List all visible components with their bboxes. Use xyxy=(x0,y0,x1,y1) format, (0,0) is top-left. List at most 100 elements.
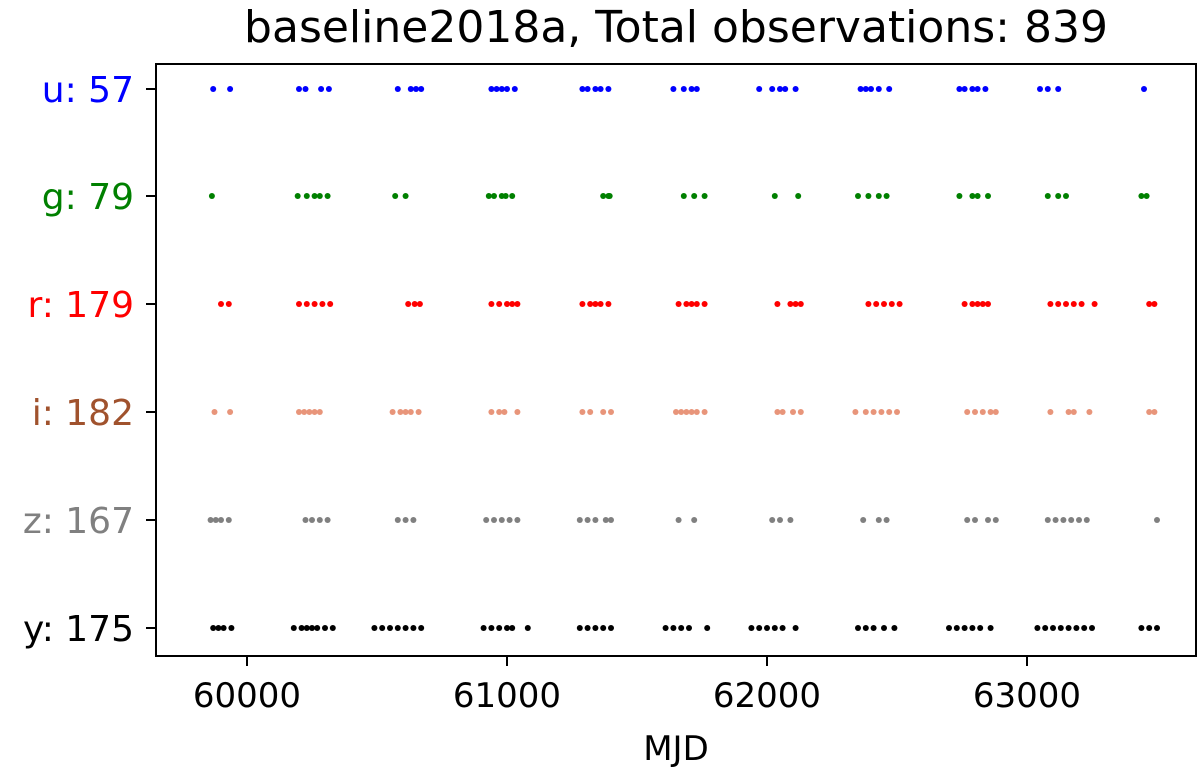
x-axis-label: MJD xyxy=(643,729,709,769)
observation-point xyxy=(418,625,425,631)
observation-point xyxy=(865,193,872,199)
observation-point xyxy=(769,86,776,92)
observation-point xyxy=(509,193,516,199)
observation-point xyxy=(514,517,521,523)
observation-point xyxy=(579,409,586,415)
observation-point xyxy=(303,301,310,307)
observation-point xyxy=(691,517,698,523)
observation-point xyxy=(974,193,981,199)
observation-point xyxy=(748,625,755,631)
observation-point xyxy=(309,517,315,523)
observation-point xyxy=(1055,193,1062,199)
observation-point xyxy=(1154,625,1160,631)
observation-point xyxy=(316,193,323,199)
observation-point xyxy=(675,301,682,307)
observation-point xyxy=(870,409,877,415)
observation-point xyxy=(961,86,968,92)
observation-point xyxy=(787,301,794,307)
observation-point xyxy=(1146,625,1153,631)
observation-point xyxy=(686,625,692,631)
y-tick-label: i: 182 xyxy=(32,393,134,434)
observation-point xyxy=(584,86,591,92)
observation-point xyxy=(394,517,401,523)
plot-frame xyxy=(155,63,1197,657)
observation-point xyxy=(407,409,414,415)
observation-point xyxy=(855,193,861,199)
observation-point xyxy=(597,86,604,92)
observation-point xyxy=(302,86,309,92)
observation-point xyxy=(870,625,877,631)
observation-point xyxy=(410,517,417,523)
observation-point xyxy=(1138,193,1145,199)
observation-point xyxy=(504,301,510,307)
observation-point xyxy=(311,409,318,415)
observation-point xyxy=(1151,301,1158,307)
observation-point xyxy=(210,86,217,92)
observation-point xyxy=(485,193,492,199)
observation-point xyxy=(946,625,952,631)
observation-point xyxy=(769,517,776,523)
observation-point xyxy=(303,625,310,631)
observation-point xyxy=(488,625,495,631)
observation-point xyxy=(691,193,698,199)
observation-point xyxy=(227,86,234,92)
observation-point xyxy=(873,301,880,307)
observation-point xyxy=(1042,625,1049,631)
observation-point xyxy=(875,517,882,523)
observation-point xyxy=(1091,301,1098,307)
observation-point xyxy=(602,517,609,523)
observation-point xyxy=(1047,301,1054,307)
observation-point xyxy=(218,301,224,307)
observation-point xyxy=(764,625,770,631)
observation-point xyxy=(509,301,516,307)
observation-point xyxy=(680,86,687,92)
observation-point xyxy=(410,625,417,631)
observation-point xyxy=(855,625,861,631)
observation-point xyxy=(969,301,976,307)
observation-point xyxy=(693,409,700,415)
observation-point xyxy=(881,301,887,307)
observation-point xyxy=(688,86,695,92)
observation-point xyxy=(992,409,999,415)
observation-point xyxy=(1073,625,1080,631)
series-row xyxy=(208,193,1150,199)
observation-point xyxy=(1060,517,1067,523)
observation-point xyxy=(977,625,984,631)
x-axis: 60000 61000 62000 63000 xyxy=(193,656,1081,716)
x-tick-label: 62000 xyxy=(713,676,821,716)
observation-point xyxy=(387,625,393,631)
observation-point xyxy=(576,625,583,631)
observation-point xyxy=(501,409,508,415)
observation-point xyxy=(1047,409,1054,415)
observation-point xyxy=(600,193,607,199)
observation-point xyxy=(797,409,804,415)
observation-point xyxy=(1063,301,1069,307)
series-row xyxy=(211,409,1158,415)
observation-point xyxy=(215,625,222,631)
observation-point xyxy=(1070,409,1077,415)
series-row xyxy=(210,625,1160,631)
observation-point xyxy=(1154,517,1160,523)
observation-point xyxy=(605,193,612,199)
observation-point xyxy=(704,625,711,631)
observation-point xyxy=(379,625,386,631)
observation-point xyxy=(956,86,963,92)
observation-point xyxy=(587,301,594,307)
observation-point xyxy=(862,409,869,415)
observation-point xyxy=(1044,517,1051,523)
observation-point xyxy=(881,625,887,631)
observation-point xyxy=(402,409,409,415)
observation-point xyxy=(779,625,786,631)
observation-point xyxy=(493,86,500,92)
observation-point xyxy=(302,517,309,523)
observation-point xyxy=(228,625,235,631)
observation-point xyxy=(862,625,869,631)
observation-point xyxy=(1151,409,1158,415)
observation-point xyxy=(309,625,315,631)
observation-point xyxy=(579,301,586,307)
observation-point xyxy=(211,409,218,415)
observation-point xyxy=(1065,409,1072,415)
observation-point xyxy=(777,86,783,92)
observation-point xyxy=(416,301,423,307)
